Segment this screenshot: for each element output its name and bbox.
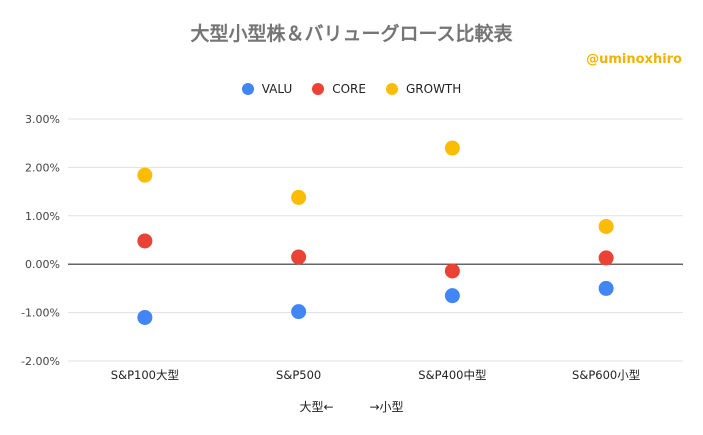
legend-label-core: CORE [332, 82, 366, 96]
legend-item-core: CORE [312, 82, 366, 96]
x-tick-label: S&P100大型 [111, 368, 179, 382]
y-tick-label: -2.00% [21, 355, 60, 368]
y-tick-label: 3.00% [25, 113, 60, 126]
y-tick-label: -1.00% [21, 307, 60, 320]
point-core [137, 233, 153, 249]
point-growth [291, 189, 307, 205]
legend: VALU CORE GROWTH [0, 82, 703, 96]
x-tick-label: S&P500 [276, 368, 321, 382]
legend-swatch-valu [241, 83, 254, 95]
point-growth [444, 140, 460, 156]
legend-label-valu: VALU [261, 82, 293, 96]
point-core [598, 250, 614, 266]
legend-label-growth: GROWTH [405, 82, 462, 96]
point-valu [444, 288, 460, 304]
watermark-handle: @uminoxhiro [586, 52, 682, 67]
point-core [444, 263, 460, 279]
chart-title: 大型小型株＆バリューグロース比較表 [190, 23, 513, 45]
y-tick-label: 1.00% [25, 210, 60, 223]
y-tick-label: 0.00% [25, 258, 60, 271]
point-valu [598, 280, 614, 296]
x-tick-label: S&P600小型 [572, 368, 640, 382]
legend-swatch-core [312, 83, 325, 95]
point-valu [137, 309, 153, 325]
y-tick-label: 2.00% [25, 161, 60, 174]
point-growth [137, 167, 153, 183]
point-valu [291, 304, 307, 320]
x-tick-label: S&P400中型 [418, 368, 486, 382]
legend-item-valu: VALU [241, 82, 293, 96]
x-axis-label: 大型← →小型 [299, 400, 404, 414]
point-growth [598, 218, 614, 234]
legend-item-growth: GROWTH [385, 82, 462, 96]
point-core [291, 249, 307, 265]
legend-swatch-growth [385, 83, 398, 95]
